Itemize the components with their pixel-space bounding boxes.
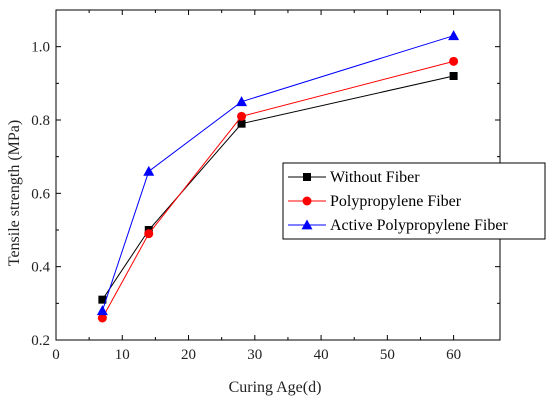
x-tick-label: 30 bbox=[247, 347, 262, 363]
data-point-triangle bbox=[236, 96, 248, 107]
series-line bbox=[101, 75, 454, 300]
x-tick-label: 60 bbox=[446, 347, 461, 363]
y-axis-title: Tensile strength (MPa) bbox=[6, 120, 23, 266]
data-point-square bbox=[303, 173, 311, 181]
x-tick-label: 10 bbox=[115, 347, 130, 363]
legend-label: Without Fiber bbox=[330, 169, 420, 186]
data-point-triangle bbox=[448, 30, 460, 41]
x-axis-title: Curing Age(d) bbox=[229, 379, 322, 396]
x-tick-label: 40 bbox=[314, 347, 329, 363]
series-line bbox=[101, 60, 454, 319]
data-point-square bbox=[98, 295, 107, 304]
y-tick-label: 0.6 bbox=[31, 186, 50, 202]
x-tick-label: 0 bbox=[52, 347, 60, 363]
data-point-circle bbox=[449, 56, 459, 66]
data-point-triangle bbox=[143, 165, 155, 176]
series-group bbox=[96, 30, 460, 323]
series-line bbox=[101, 35, 454, 311]
y-tick-label: 0.2 bbox=[31, 333, 50, 349]
legend-item: Active Polypropylene Fiber bbox=[288, 217, 508, 234]
y-tick-label: 0.8 bbox=[31, 113, 50, 129]
x-tick-label: 50 bbox=[380, 347, 395, 363]
axes: 0 10 20 30 40 50 60 0.2 0.4 0.6 0.8 1.0 bbox=[31, 9, 501, 363]
y-tick-label: 0.4 bbox=[31, 260, 50, 276]
series-active-polypropylene-fiber bbox=[96, 30, 460, 316]
legend-label: Active Polypropylene Fiber bbox=[330, 217, 508, 234]
x-tick-label: 20 bbox=[181, 347, 196, 363]
data-point-circle bbox=[237, 111, 247, 121]
data-point-square bbox=[449, 72, 458, 80]
data-point-triangle bbox=[96, 305, 108, 316]
data-point-triangle bbox=[301, 219, 313, 230]
legend-box bbox=[282, 162, 546, 240]
legend: Without Fiber Polypropylene Fiber Active P… bbox=[282, 162, 546, 240]
legend-item: Without Fiber bbox=[288, 169, 420, 186]
legend-item: Polypropylene Fiber bbox=[288, 193, 462, 210]
legend-label: Polypropylene Fiber bbox=[330, 193, 462, 210]
data-point-circle bbox=[302, 196, 312, 206]
series-polypropylene-fiber bbox=[97, 56, 459, 323]
data-point-circle bbox=[144, 229, 154, 239]
y-tick-label: 1.0 bbox=[31, 40, 50, 56]
data-point-circle bbox=[97, 313, 107, 323]
data-point-square bbox=[237, 119, 246, 128]
